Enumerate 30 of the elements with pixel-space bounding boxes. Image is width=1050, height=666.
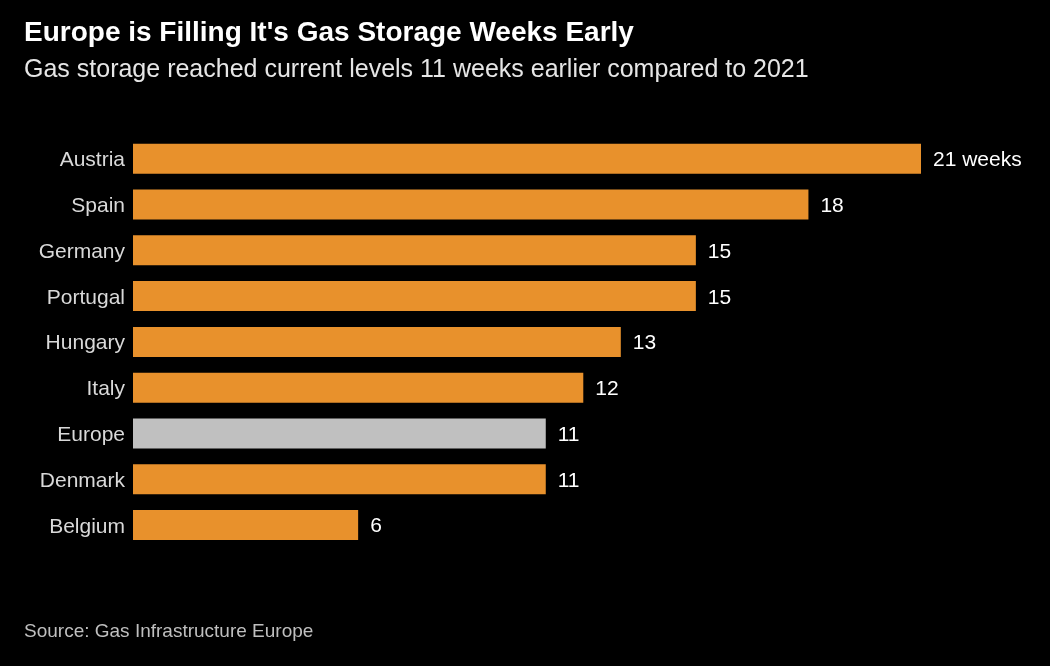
y-tick-label: Hungary <box>45 330 126 354</box>
y-tick-label: Portugal <box>46 284 125 308</box>
data-label: 21 weeks <box>933 147 1022 171</box>
y-tick-label: Europe <box>57 422 125 446</box>
bar <box>133 326 621 357</box>
source-note: Source: Gas Infrastructure Europe <box>24 620 314 642</box>
data-label: 13 <box>632 330 657 354</box>
data-label: 11 <box>557 467 580 491</box>
bar <box>133 143 921 174</box>
chart-subtitle: Gas storage reached current levels 11 weeks earlier compared to 2021 <box>24 54 809 83</box>
y-tick-label: Germany <box>38 238 126 262</box>
y-tick-label: Belgium <box>49 513 125 537</box>
bar <box>133 510 359 540</box>
chart-title: Europe is Filling It's Gas Storage Weeks Early <box>24 16 634 48</box>
data-label: 15 <box>707 284 732 308</box>
bar <box>133 464 546 495</box>
bar <box>133 189 809 220</box>
data-label: 6 <box>370 513 382 537</box>
y-tick-label: Denmark <box>39 467 126 491</box>
bar <box>133 281 696 312</box>
data-label: 15 <box>707 238 732 262</box>
y-tick-label: Italy <box>86 376 126 400</box>
bar <box>133 372 584 403</box>
y-tick-label: Spain <box>71 193 125 217</box>
data-label: 12 <box>595 376 619 400</box>
data-label: 11 <box>557 421 580 445</box>
bar <box>133 418 546 449</box>
y-tick-label: Austria <box>59 147 126 171</box>
bar <box>133 235 696 266</box>
data-label: 18 <box>820 193 844 217</box>
